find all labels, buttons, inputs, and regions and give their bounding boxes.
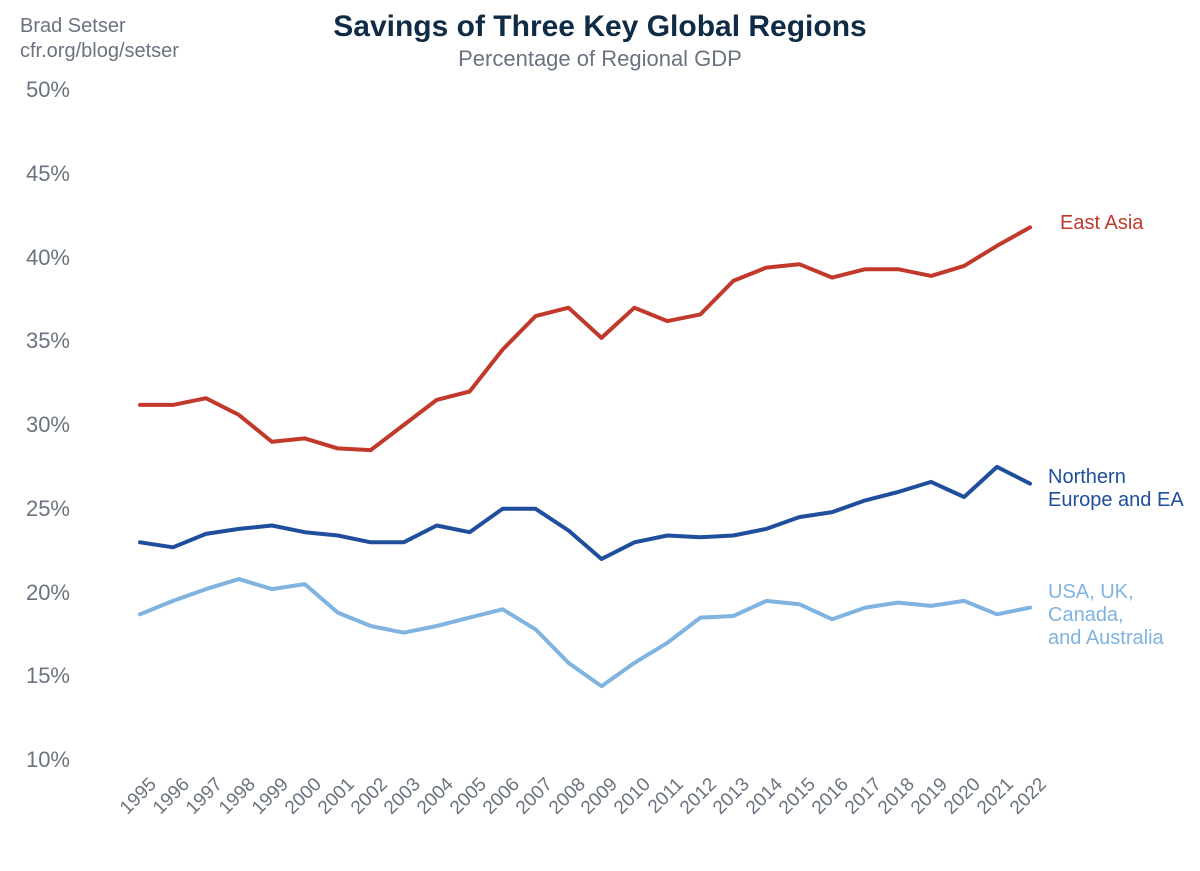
y-tick-label: 25%	[18, 496, 70, 522]
y-tick-label: 50%	[18, 77, 70, 103]
y-tick-label: 35%	[18, 328, 70, 354]
plot-svg	[0, 0, 1200, 871]
series-label-east_asia: East Asia	[1060, 212, 1143, 235]
y-tick-label: 45%	[18, 161, 70, 187]
chart-container: Brad Setser cfr.org/blog/setser Savings …	[0, 0, 1200, 871]
series-line-east_asia	[140, 227, 1030, 450]
series-label-usa_uk_can_aus: USA, UK, Canada,and Australia	[1048, 581, 1200, 650]
y-tick-label: 15%	[18, 663, 70, 689]
y-tick-label: 40%	[18, 245, 70, 271]
y-tick-label: 20%	[18, 580, 70, 606]
y-tick-label: 10%	[18, 747, 70, 773]
y-tick-label: 30%	[18, 412, 70, 438]
series-label-northern_europe_ea: NorthernEurope and EA	[1048, 466, 1184, 512]
series-line-northern_europe_ea	[140, 467, 1030, 559]
series-line-usa_uk_can_aus	[140, 579, 1030, 686]
